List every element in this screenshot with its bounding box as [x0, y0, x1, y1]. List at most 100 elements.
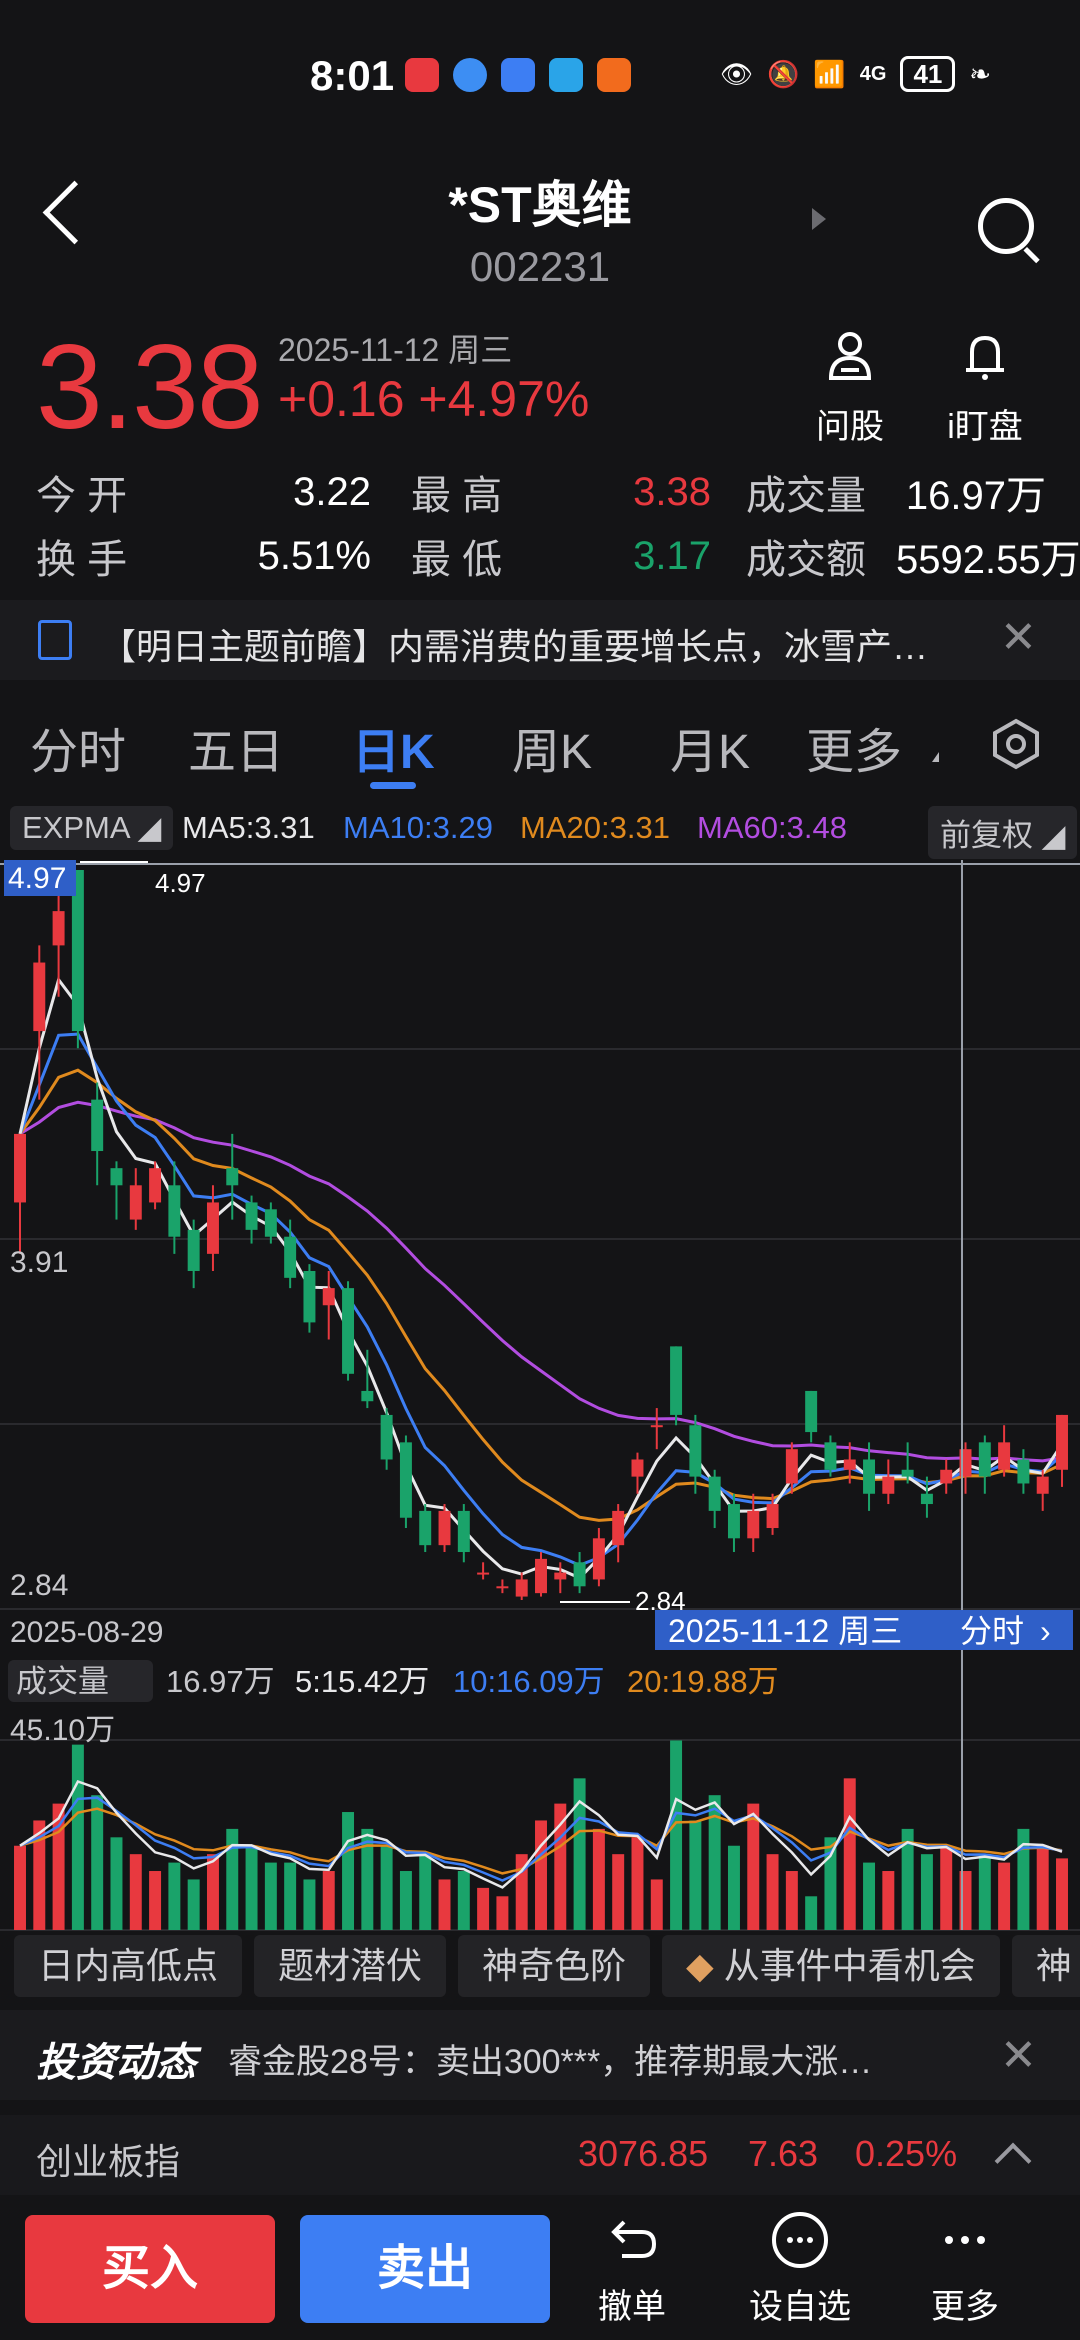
invest-text[interactable]: 睿金股28号：卖出300***，推荐期最大涨…	[228, 2043, 873, 2081]
ma60-path	[19, 1100, 1063, 1463]
shop-app-icon	[597, 58, 631, 92]
browser-app-icon	[453, 58, 487, 92]
volume-bar	[824, 1837, 837, 1930]
kline-chart[interactable]: 4.97 4.97 3.91 2.84 2.84 2025-08-29 2025…	[0, 860, 1080, 1935]
ask-stock-label: 问股	[816, 408, 884, 446]
volume-bar	[727, 1845, 740, 1930]
candle-body	[747, 1510, 760, 1539]
volume-bar	[901, 1828, 914, 1930]
candle-body	[33, 962, 46, 1032]
candle-body	[612, 1510, 625, 1546]
volume-bar	[187, 1879, 200, 1930]
amount-value: 5592.55万	[896, 538, 1080, 582]
open-label: 今 开	[36, 474, 128, 518]
tab-five-day[interactable]: 五日	[188, 726, 285, 779]
volume-bar	[342, 1812, 355, 1930]
volume-bar	[457, 1871, 470, 1930]
candle-body	[361, 1390, 374, 1402]
cloud-app-icon	[501, 58, 535, 92]
candle-body	[863, 1459, 876, 1494]
candle-body	[515, 1579, 528, 1597]
volume-bar	[264, 1862, 277, 1930]
candle-body	[71, 870, 84, 1032]
invest-banner[interactable]	[0, 2010, 1080, 2100]
status-app-icons	[405, 58, 631, 92]
close-invest-icon[interactable]: ✕	[1000, 2031, 1037, 2080]
tab-intraday[interactable]: 分时	[30, 726, 127, 779]
ask-stock-button[interactable]: 问股	[790, 330, 910, 448]
user-icon	[828, 332, 872, 380]
quote-date: 2025-11-12 周三	[278, 332, 513, 368]
candle-body	[824, 1442, 837, 1470]
cursor-date-text: 2025-11-12 周三	[668, 1613, 902, 1649]
tab-daily-k[interactable]: 日K	[352, 726, 435, 779]
candle-body	[264, 1209, 277, 1237]
quick-btn-more[interactable]: 神	[1011, 1935, 1080, 1997]
quick-btn-event[interactable]: ◆ 从事件中看机会	[662, 1935, 1000, 1997]
candle-body	[206, 1202, 219, 1254]
quick-btn-event-label: 从事件中看机会	[723, 1945, 976, 1986]
index-row[interactable]	[0, 2115, 1080, 2195]
tab-weekly-k[interactable]: 周K	[512, 726, 593, 779]
candle-body	[978, 1442, 991, 1477]
indicator-select[interactable]: EXPMA ◢	[10, 806, 174, 850]
quick-btn-color[interactable]: 神奇色阶	[458, 1935, 651, 1997]
close-news-icon[interactable]: ✕	[1000, 613, 1037, 662]
search-icon[interactable]	[978, 198, 1034, 254]
more-caret-icon	[932, 752, 939, 762]
start-date-label: 2025-08-29	[10, 1616, 163, 1649]
quick-btn-theme[interactable]: 题材潜伏	[254, 1935, 447, 1997]
candle-body	[785, 1449, 798, 1484]
volume-bar	[496, 1896, 509, 1930]
candle-body	[998, 1442, 1011, 1470]
volume-label: 成交量	[746, 474, 866, 518]
stock-code: 002231	[469, 243, 611, 290]
candle-body	[805, 1390, 818, 1433]
candle-body	[303, 1270, 316, 1323]
settings-icon[interactable]	[990, 718, 1042, 770]
adjust-select[interactable]: 前复权 ◢	[928, 806, 1078, 859]
candle-body	[438, 1510, 451, 1546]
cursor-intraday-link[interactable]: 分时	[960, 1613, 1024, 1649]
notification-app-icon	[405, 58, 439, 92]
next-stock-icon[interactable]	[812, 208, 826, 230]
candle-body	[670, 1346, 683, 1415]
candle-body	[399, 1442, 412, 1518]
volume-bar	[592, 1828, 605, 1930]
candle-body	[110, 1168, 123, 1186]
volume-bar	[920, 1854, 933, 1930]
sell-button[interactable]: 卖出	[300, 2215, 550, 2323]
max-mark-text: 4.97	[155, 868, 206, 898]
volume-bars	[14, 1740, 1068, 1930]
volume-bar	[689, 1820, 702, 1930]
quick-btn-intraday-hl[interactable]: 日内高低点	[14, 1935, 243, 1997]
candle-body	[843, 1459, 856, 1470]
news-banner[interactable]	[0, 600, 1080, 680]
eye-icon: 👁	[720, 58, 754, 89]
add-watchlist-button[interactable]: 设自选	[740, 2210, 860, 2328]
candle-body	[149, 1168, 162, 1203]
volume-value: 16.97万	[905, 474, 1046, 518]
buy-button[interactable]: 买入	[25, 2215, 275, 2323]
amount-label: 成交额	[746, 538, 866, 582]
ma10-path	[18, 1032, 1063, 1567]
indicator-name: EXPMA	[22, 810, 129, 845]
candle-body	[322, 1288, 335, 1306]
cancel-order-button[interactable]: 撤单	[572, 2210, 692, 2328]
mute-icon: 🔕	[767, 58, 800, 89]
candle-body	[959, 1449, 972, 1477]
low-value: 3.17	[633, 533, 711, 578]
min-price-label: 2.84	[10, 1569, 68, 1602]
news-text[interactable]: 【明日主题前瞻】内需消费的重要增长点，冰雪产…	[100, 626, 929, 667]
candle-body	[1017, 1459, 1030, 1484]
tab-more[interactable]: 更多	[806, 726, 903, 779]
indicator-bar: EXPMA ◢ MA5:3.31 MA10:3.29 MA20:3.31 MA6…	[0, 806, 1080, 862]
diamond-icon: ◆	[686, 1945, 724, 1986]
more-button[interactable]: 更多	[905, 2210, 1025, 2328]
tab-monthly-k[interactable]: 月K	[670, 726, 751, 779]
volume-ma10: 10:16.09万	[453, 1664, 605, 1699]
volume-bar	[631, 1837, 644, 1930]
watch-button[interactable]: i盯盘	[925, 330, 1045, 448]
volume-bar	[882, 1871, 895, 1930]
candle-body	[187, 1229, 200, 1271]
